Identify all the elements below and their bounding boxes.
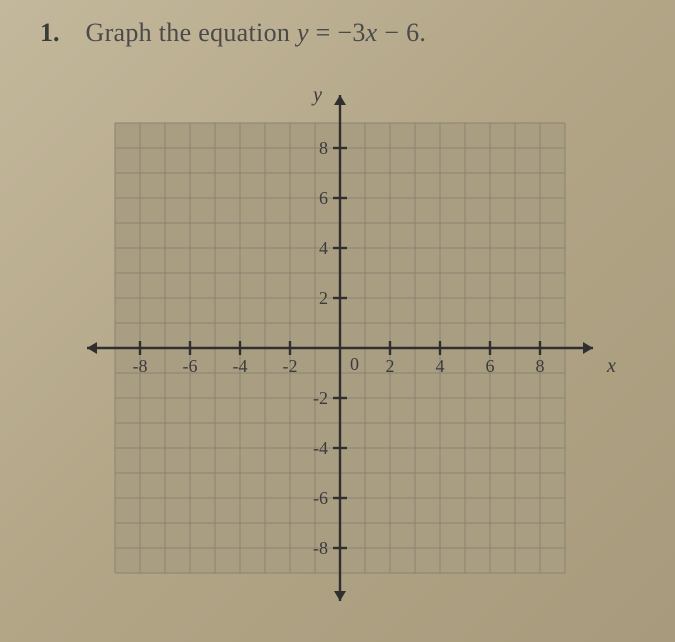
x-tick-label: -6 <box>183 356 198 376</box>
axis-arrow <box>583 342 593 354</box>
x-tick-label: -4 <box>233 356 248 376</box>
question-prompt: Graph the equation y = −3x − 6. <box>86 18 427 48</box>
cartesian-grid: -8 -6 -4 -2 2 4 6 8 -8 -6 -4 -2 2 4 6 8 0 x y <box>60 68 620 628</box>
x-tick-label: 4 <box>436 356 445 376</box>
y-tick-label: 8 <box>319 138 328 158</box>
x-tick-label: 6 <box>486 356 495 376</box>
equation-lhs-var: y <box>297 18 309 47</box>
y-tick-label: -8 <box>313 538 328 558</box>
equation-eq: = <box>309 18 338 47</box>
x-tick-label: 2 <box>386 356 395 376</box>
axis-arrow <box>334 95 346 105</box>
y-tick-label: 6 <box>319 188 328 208</box>
axis-arrow <box>334 591 346 601</box>
origin-label: 0 <box>350 354 359 374</box>
y-tick-label: -2 <box>313 388 328 408</box>
graph-container: -8 -6 -4 -2 2 4 6 8 -8 -6 -4 -2 2 4 6 8 0 x y <box>60 68 620 628</box>
question-number: 1. <box>40 18 60 48</box>
worksheet-page: 1. Graph the equation y = −3x − 6. -8-6-… <box>0 0 675 642</box>
y-tick-label: 4 <box>319 238 328 258</box>
question-header: 1. Graph the equation y = −3x − 6. <box>40 18 426 48</box>
y-axis-label: y <box>311 84 322 106</box>
y-tick-label: -4 <box>313 438 328 458</box>
equation-rhs-var: x <box>366 18 378 47</box>
y-tick-label: -6 <box>313 488 328 508</box>
equation-rhs-coeff: −3 <box>337 18 365 47</box>
prompt-prefix: Graph the equation <box>86 18 297 47</box>
x-tick-label: -8 <box>133 356 148 376</box>
x-axis-label: x <box>606 355 616 377</box>
x-tick-label: -2 <box>283 356 298 376</box>
y-tick-label: 2 <box>319 288 328 308</box>
equation-rhs-const: − 6. <box>378 18 427 47</box>
axis-arrow <box>87 342 97 354</box>
x-tick-label: 8 <box>536 356 545 376</box>
